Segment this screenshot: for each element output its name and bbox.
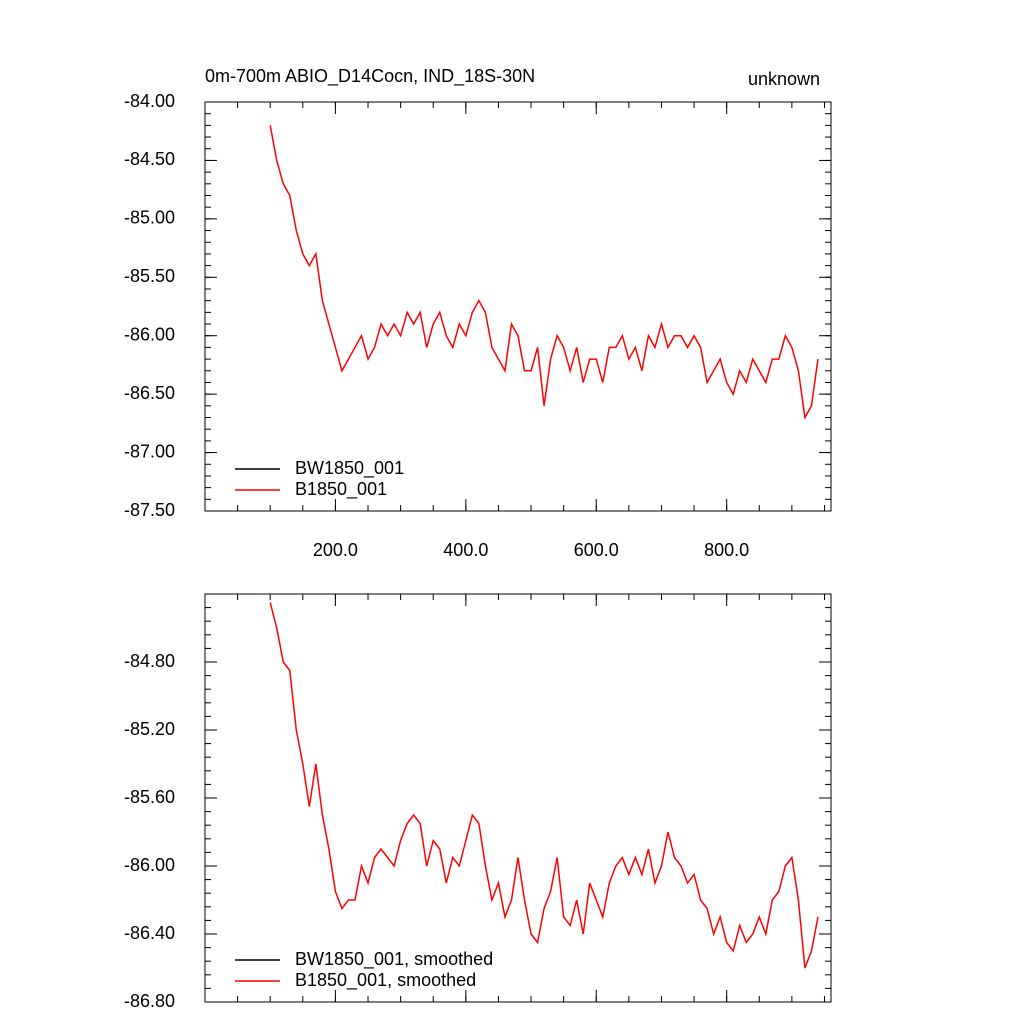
data-line bbox=[269, 125, 819, 420]
x-tick-label: 800.0 bbox=[704, 540, 749, 560]
x-tick-label: 200.0 bbox=[313, 540, 358, 560]
y-tick-label: -86.00 bbox=[124, 855, 175, 875]
y-tick-label: -86.00 bbox=[124, 324, 175, 344]
legend-label: B1850_001 bbox=[295, 479, 387, 500]
y-tick-label: -87.50 bbox=[124, 500, 175, 520]
x-tick-label: 600.0 bbox=[574, 540, 619, 560]
legend-label: BW1850_001 bbox=[295, 458, 404, 479]
legend-label: B1850_001, smoothed bbox=[295, 970, 476, 991]
y-tick-label: -86.40 bbox=[124, 923, 175, 943]
y-tick-label: -85.20 bbox=[124, 719, 175, 739]
y-tick-label: -86.50 bbox=[124, 383, 175, 403]
y-tick-label: -87.00 bbox=[124, 441, 175, 461]
plot-frame bbox=[204, 593, 832, 1003]
y-tick-label: -85.00 bbox=[124, 208, 175, 228]
y-tick-label: -86.80 bbox=[124, 991, 175, 1011]
y-tick-label: -85.50 bbox=[124, 266, 175, 286]
legend-label: BW1850_001, smoothed bbox=[295, 949, 493, 970]
y-tick-label: -84.00 bbox=[124, 91, 175, 111]
chart-subtitle: unknown bbox=[748, 69, 820, 89]
y-tick-label: -84.50 bbox=[124, 149, 175, 169]
plot-frame bbox=[204, 101, 832, 512]
chart-title: 0m-700m ABIO_D14Cocn, IND_18S-30N bbox=[205, 66, 535, 87]
y-tick-label: -85.60 bbox=[124, 787, 175, 807]
data-line bbox=[269, 602, 819, 969]
x-tick-label: 400.0 bbox=[443, 540, 488, 560]
y-tick-label: -84.80 bbox=[124, 651, 175, 671]
